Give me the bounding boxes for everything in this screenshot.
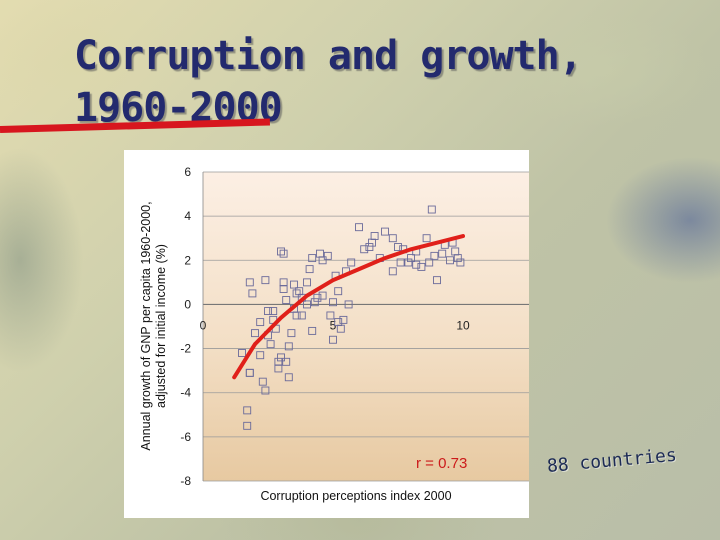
y-tick-labels: 6 4 2 0 -2 -4 -6 -8 [180, 165, 191, 488]
scatter-chart-svg: 6 4 2 0 -2 -4 -6 -8 0 5 10 r = 0.73 Corruption pe… [139, 165, 529, 503]
data-point [248, 289, 257, 298]
data-point [339, 315, 348, 324]
data-point [422, 234, 431, 243]
data-point [245, 278, 254, 287]
data-point [396, 258, 405, 267]
data-point [453, 254, 462, 263]
data-point [238, 349, 246, 357]
data-point [305, 265, 314, 274]
x-tick-label: 10 [456, 318, 470, 332]
data-point [438, 249, 447, 258]
data-point [251, 329, 259, 338]
data-point [404, 258, 413, 267]
data-point [310, 298, 319, 307]
data-point [344, 300, 353, 309]
y-tick-label: 6 [184, 165, 191, 179]
data-point [318, 256, 327, 265]
y-axis-label-line-1: Annual growth of GNP per capita 1960-200… [139, 201, 153, 450]
data-point [326, 311, 335, 320]
data-point [292, 289, 301, 298]
data-point [456, 258, 465, 267]
data-point [334, 318, 343, 327]
data-point [279, 249, 288, 258]
data-point [308, 326, 317, 335]
y-tick-label: -2 [180, 342, 191, 356]
data-point [243, 421, 252, 430]
data-point [412, 260, 421, 269]
data-point [433, 276, 441, 285]
data-point [256, 351, 265, 360]
data-point [381, 227, 389, 236]
data-point [297, 311, 306, 320]
data-point [365, 243, 374, 251]
data-point [329, 298, 337, 307]
data-point [417, 262, 426, 271]
data-point [284, 342, 293, 351]
x-tick-label: 5 [330, 318, 337, 332]
data-point [266, 340, 275, 349]
data-point [277, 353, 285, 362]
data-point [256, 318, 265, 327]
data-point [261, 276, 270, 285]
grid-lines [202, 171, 529, 482]
data-point [243, 406, 252, 415]
data-point [427, 205, 436, 214]
fit-curve [232, 234, 465, 380]
countries-note: 88 countries [546, 444, 678, 477]
data-point [308, 254, 317, 263]
data-point [258, 377, 267, 386]
data-point [323, 251, 332, 260]
x-axis-label: Corruption perceptions index 2000 [260, 489, 451, 503]
data-point [430, 251, 439, 260]
y-tick-label: -8 [180, 474, 191, 488]
y-tick-label: -4 [180, 386, 191, 400]
data-point [394, 243, 402, 251]
data-point [269, 307, 278, 316]
x-tick-labels: 0 5 10 [200, 318, 470, 332]
plot-area [203, 172, 529, 481]
data-point [303, 300, 311, 309]
data-point [368, 238, 376, 247]
data-point [388, 267, 397, 276]
data-point [329, 335, 337, 344]
data-point [347, 258, 356, 267]
data-point [274, 364, 283, 373]
data-point [290, 280, 298, 289]
data-point [287, 329, 296, 338]
correlation-annotation: r = 0.73 [416, 455, 467, 472]
data-point [425, 258, 434, 267]
data-point [360, 245, 369, 254]
data-point [264, 307, 272, 316]
slide-title: Corruption and growth, 1960-2000 [74, 30, 583, 134]
x-tick-label: 0 [200, 318, 207, 332]
data-point [282, 357, 291, 366]
y-axis-label-line-2: adjusted for initial income (%) [154, 244, 168, 408]
data-point [245, 368, 254, 377]
y-tick-label: 4 [184, 209, 191, 223]
data-point [303, 278, 311, 287]
y-axis-label: Annual growth of GNP per capita 1960-200… [139, 201, 168, 450]
data-point [279, 285, 288, 293]
data-point [282, 296, 291, 304]
data-point [334, 287, 343, 296]
y-tick-label: 2 [184, 253, 191, 267]
data-point [407, 254, 415, 263]
data-point [318, 291, 327, 300]
title-line-1: Corruption and growth, [74, 33, 583, 79]
data-point [261, 386, 270, 395]
y-tick-label: -6 [180, 430, 191, 444]
data-point [446, 256, 454, 265]
scatter-chart: 6 4 2 0 -2 -4 -6 -8 0 5 10 r = 0.73 Corruption pe… [124, 150, 529, 518]
data-point [388, 234, 397, 243]
data-point [277, 247, 285, 256]
y-tick-label: 0 [184, 297, 191, 311]
data-point [284, 373, 293, 382]
data-point [355, 223, 363, 232]
data-point [313, 293, 322, 302]
